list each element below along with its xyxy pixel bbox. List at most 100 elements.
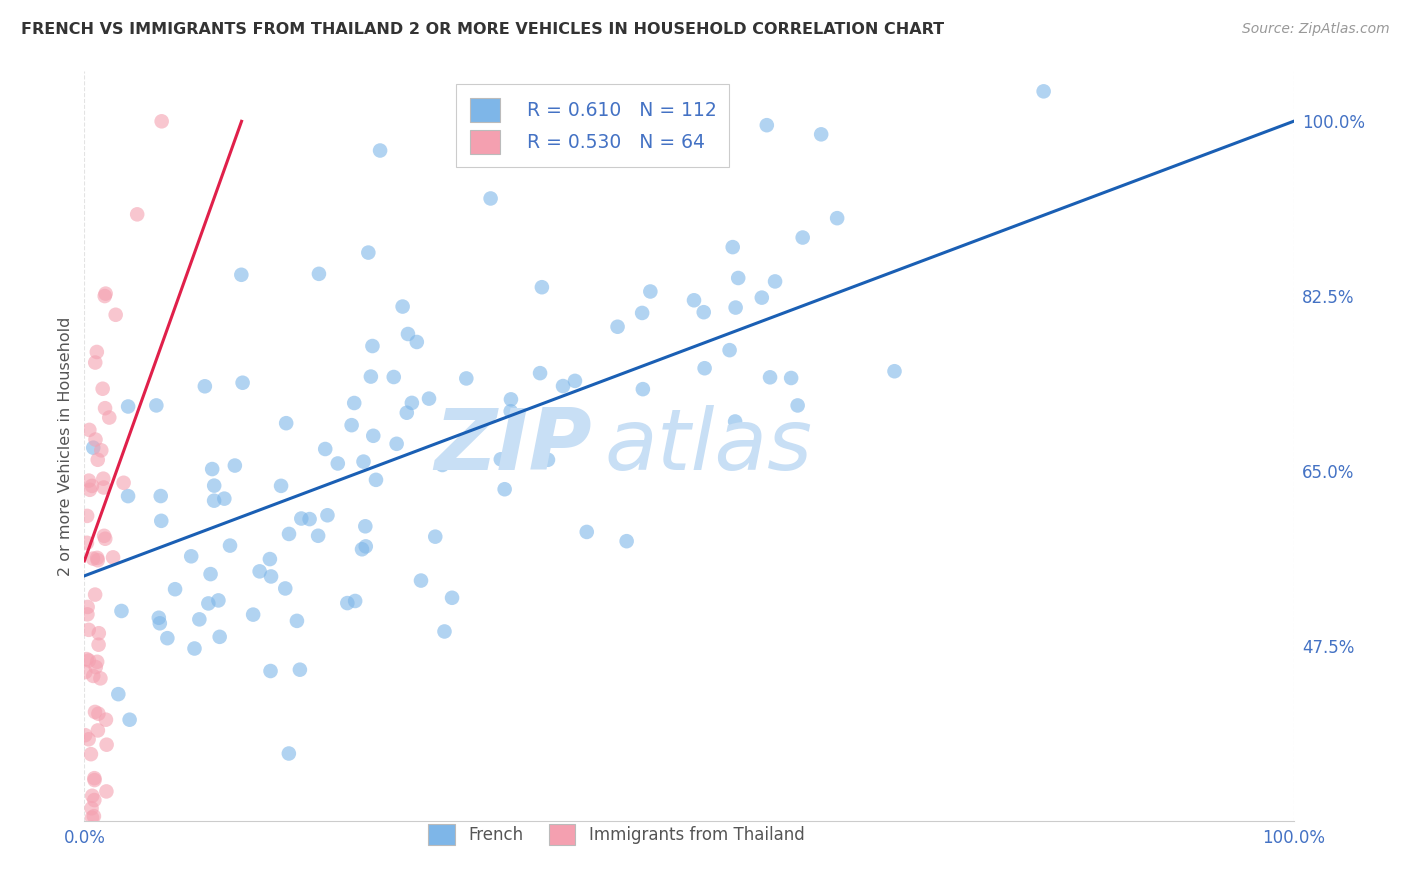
French bbox=[759, 370, 782, 384]
French bbox=[401, 396, 423, 410]
Immigrants from Thailand bbox=[80, 811, 103, 825]
French bbox=[117, 489, 139, 503]
French bbox=[326, 457, 349, 471]
French bbox=[259, 664, 281, 678]
Legend: French, Immigrants from Thailand: French, Immigrants from Thailand bbox=[420, 815, 813, 854]
French bbox=[382, 370, 405, 384]
French bbox=[354, 519, 377, 533]
French bbox=[395, 406, 418, 420]
French bbox=[409, 574, 432, 588]
French bbox=[145, 398, 167, 412]
French bbox=[368, 144, 391, 158]
Immigrants from Thailand bbox=[83, 771, 105, 785]
French bbox=[432, 458, 454, 472]
Immigrants from Thailand bbox=[76, 536, 98, 550]
Text: FRENCH VS IMMIGRANTS FROM THAILAND 2 OR MORE VEHICLES IN HOUSEHOLD CORRELATION C: FRENCH VS IMMIGRANTS FROM THAILAND 2 OR … bbox=[21, 22, 945, 37]
French bbox=[150, 514, 173, 528]
French bbox=[224, 458, 246, 473]
Immigrants from Thailand bbox=[84, 355, 107, 369]
French bbox=[494, 482, 516, 496]
French bbox=[364, 473, 387, 487]
Immigrants from Thailand bbox=[73, 833, 96, 847]
Immigrants from Thailand bbox=[86, 550, 108, 565]
French bbox=[278, 527, 301, 541]
French bbox=[314, 442, 336, 456]
French bbox=[616, 534, 638, 549]
French bbox=[537, 452, 560, 467]
French bbox=[202, 478, 225, 492]
French bbox=[721, 240, 744, 254]
French bbox=[148, 611, 170, 625]
French bbox=[693, 361, 716, 376]
Immigrants from Thailand bbox=[76, 607, 98, 622]
Immigrants from Thailand bbox=[87, 626, 110, 640]
Immigrants from Thailand bbox=[104, 308, 127, 322]
French bbox=[183, 641, 205, 656]
French bbox=[107, 687, 129, 701]
French bbox=[825, 211, 848, 226]
Immigrants from Thailand bbox=[86, 655, 108, 669]
Immigrants from Thailand bbox=[94, 713, 117, 727]
French bbox=[724, 415, 747, 429]
French bbox=[201, 462, 224, 476]
French bbox=[751, 291, 773, 305]
Immigrants from Thailand bbox=[101, 550, 124, 565]
Immigrants from Thailand bbox=[91, 472, 114, 486]
French bbox=[110, 604, 132, 618]
French bbox=[231, 268, 253, 282]
Immigrants from Thailand bbox=[96, 784, 118, 798]
French bbox=[343, 396, 366, 410]
French bbox=[165, 582, 187, 597]
French bbox=[551, 379, 574, 393]
Immigrants from Thailand bbox=[98, 410, 121, 425]
Immigrants from Thailand bbox=[150, 114, 173, 128]
Immigrants from Thailand bbox=[75, 665, 97, 679]
Immigrants from Thailand bbox=[94, 286, 117, 301]
French bbox=[156, 631, 179, 645]
Immigrants from Thailand bbox=[76, 599, 98, 614]
French bbox=[149, 616, 172, 631]
French bbox=[208, 630, 231, 644]
French bbox=[755, 118, 778, 132]
French bbox=[499, 392, 522, 407]
Text: Source: ZipAtlas.com: Source: ZipAtlas.com bbox=[1241, 22, 1389, 37]
French bbox=[207, 593, 229, 607]
French bbox=[683, 293, 706, 308]
Immigrants from Thailand bbox=[87, 723, 110, 738]
Immigrants from Thailand bbox=[87, 452, 110, 467]
Text: ZIP: ZIP bbox=[434, 404, 592, 488]
French bbox=[308, 267, 330, 281]
Immigrants from Thailand bbox=[87, 638, 110, 652]
French bbox=[180, 549, 202, 564]
French bbox=[786, 399, 808, 413]
French bbox=[200, 567, 222, 582]
French bbox=[350, 542, 373, 557]
French bbox=[631, 382, 654, 396]
French bbox=[418, 392, 440, 406]
French bbox=[693, 305, 716, 319]
French bbox=[810, 128, 832, 142]
French bbox=[361, 339, 384, 353]
French bbox=[274, 582, 297, 596]
Immigrants from Thailand bbox=[94, 532, 117, 546]
Immigrants from Thailand bbox=[76, 508, 98, 523]
French bbox=[316, 508, 339, 523]
French bbox=[396, 326, 419, 341]
French bbox=[606, 319, 628, 334]
Immigrants from Thailand bbox=[87, 553, 110, 567]
French bbox=[259, 552, 281, 566]
Immigrants from Thailand bbox=[96, 738, 118, 752]
French bbox=[82, 441, 104, 455]
French bbox=[631, 306, 654, 320]
French bbox=[194, 379, 217, 393]
French bbox=[883, 364, 905, 378]
French bbox=[792, 230, 814, 244]
Immigrants from Thailand bbox=[82, 789, 104, 803]
French bbox=[564, 374, 586, 388]
French bbox=[202, 493, 225, 508]
French bbox=[149, 489, 172, 503]
French bbox=[307, 529, 329, 543]
French bbox=[529, 366, 551, 380]
French bbox=[288, 663, 311, 677]
Immigrants from Thailand bbox=[90, 443, 112, 458]
